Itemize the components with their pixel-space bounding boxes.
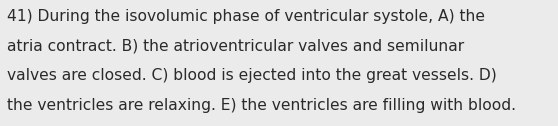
Text: atria contract. B) the atrioventricular valves and semilunar: atria contract. B) the atrioventricular … xyxy=(7,38,464,53)
Text: 41) During the isovolumic phase of ventricular systole, A) the: 41) During the isovolumic phase of ventr… xyxy=(7,9,485,24)
Text: valves are closed. C) blood is ejected into the great vessels. D): valves are closed. C) blood is ejected i… xyxy=(7,68,497,83)
Text: the ventricles are relaxing. E) the ventricles are filling with blood.: the ventricles are relaxing. E) the vent… xyxy=(7,98,516,113)
